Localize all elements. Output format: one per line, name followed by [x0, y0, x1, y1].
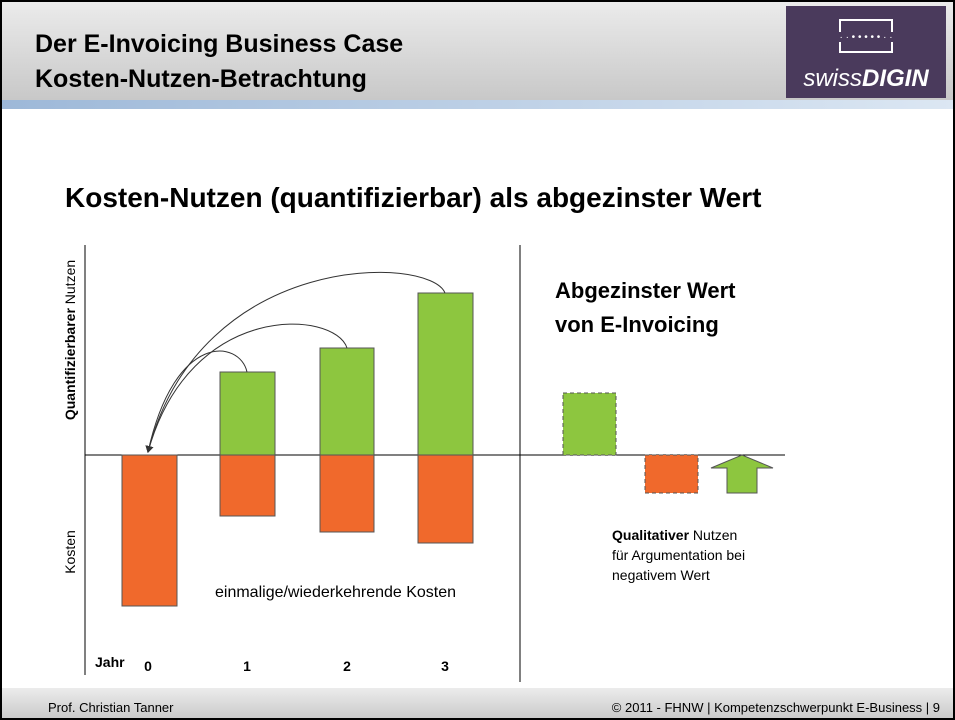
footer-left: Prof. Christian Tanner [48, 700, 174, 715]
arc [145, 271, 446, 453]
right-title: von E-Invoicing [555, 312, 719, 337]
year-label: 3 [441, 658, 449, 674]
logo-text: swissDIGIN [803, 65, 929, 92]
cost-bar [121, 454, 178, 607]
title: Der E-Invoicing Business Case [35, 30, 403, 58]
up-arrow [710, 454, 774, 494]
year-label: 0 [144, 658, 152, 674]
subtitle: Kosten-Nutzen (quantifizierbar) als abge… [65, 182, 761, 213]
qualitative-note: für Argumentation bei [612, 547, 745, 563]
discount-arcs [145, 271, 446, 453]
footer-right: © 2011 - FHNW | Kompetenzschwerpunkt E-B… [612, 700, 940, 715]
right-title: Abgezinster Wert [555, 278, 736, 303]
qualitative-note: negativem Wert [612, 567, 710, 583]
header-stripe [0, 100, 955, 109]
logo-icon [839, 19, 893, 53]
footer-band [0, 688, 955, 720]
cost-bar [417, 454, 474, 544]
cost-note: einmalige/wiederkehrende Kosten [215, 584, 456, 601]
bars [121, 292, 774, 607]
arc [145, 323, 348, 453]
cost-bar [319, 454, 375, 533]
title: Kosten-Nutzen-Betrachtung [35, 65, 367, 93]
arc [145, 350, 248, 453]
x-axis-label: Jahr [95, 654, 125, 670]
year-label: 2 [343, 658, 351, 674]
y-axis-label: Kosten [62, 530, 78, 574]
year-label: 1 [243, 658, 251, 674]
qualitative-note: Qualitativer Nutzen [612, 527, 737, 543]
npv-benefit [562, 392, 617, 456]
benefit-bar [319, 347, 375, 456]
cost-bar [219, 454, 276, 517]
benefit-bar [219, 371, 276, 456]
benefit-bar [417, 292, 474, 456]
y-axis-label: Quantifizierbarer Nutzen [62, 260, 78, 420]
npv-cost [644, 454, 699, 494]
logo-dots: · · • • • • • · · [839, 32, 892, 43]
